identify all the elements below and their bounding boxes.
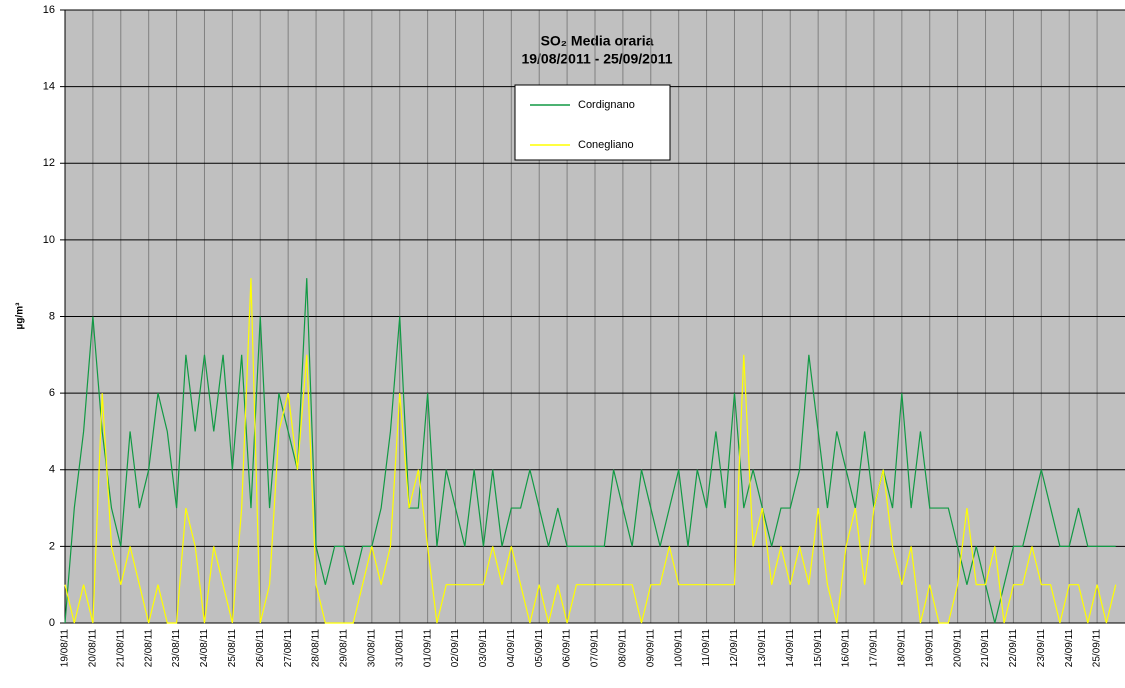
x-tick-label: 08/09/11	[618, 629, 629, 668]
x-tick-label: 27/08/11	[283, 629, 294, 668]
x-tick-label: 25/09/11	[1092, 629, 1103, 668]
y-tick-label: 14	[43, 81, 55, 93]
x-tick-label: 17/09/11	[869, 629, 880, 668]
series-line	[64, 278, 1116, 624]
series-line	[64, 278, 1117, 624]
x-tick-label: 22/09/11	[1008, 629, 1019, 668]
x-tick-label: 21/08/11	[115, 629, 126, 668]
x-tick-label: 09/09/11	[645, 629, 656, 668]
legend-label: Cordignano	[578, 99, 635, 111]
y-tick-label: 6	[49, 387, 55, 399]
x-tick-label: 22/08/11	[143, 629, 154, 668]
x-tick-label: 21/09/11	[980, 629, 991, 668]
x-tick-label: 23/08/11	[171, 629, 182, 668]
x-tick-label: 16/09/11	[841, 629, 852, 668]
x-tick-label: 31/08/11	[394, 629, 405, 668]
x-tick-label: 13/09/11	[757, 629, 768, 668]
y-tick-label: 16	[43, 4, 55, 16]
x-tick-label: 01/09/11	[422, 629, 433, 668]
x-tick-label: 10/09/11	[673, 629, 684, 668]
y-tick-label: 8	[49, 310, 55, 322]
x-tick-label: 15/09/11	[813, 629, 824, 668]
x-tick-label: 24/08/11	[199, 629, 210, 668]
x-tick-label: 06/09/11	[562, 629, 573, 668]
x-tick-label: 11/09/11	[701, 629, 712, 667]
x-tick-label: 05/09/11	[534, 629, 545, 668]
x-tick-label: 18/09/11	[896, 629, 907, 668]
x-tick-label: 14/09/11	[785, 629, 796, 668]
x-tick-label: 25/08/11	[227, 629, 238, 668]
y-axis-label: µg/m³	[15, 302, 26, 330]
x-tick-label: 28/08/11	[311, 629, 322, 668]
x-tick-label: 04/09/11	[506, 629, 517, 668]
x-tick-label: 03/09/11	[478, 629, 489, 668]
x-tick-label: 24/09/11	[1064, 629, 1075, 668]
x-tick-label: 19/09/11	[924, 629, 935, 668]
x-tick-label: 12/09/11	[729, 629, 740, 668]
x-tick-label: 20/08/11	[88, 629, 99, 668]
x-tick-label: 02/09/11	[450, 629, 461, 668]
y-tick-label: 2	[49, 540, 55, 552]
y-tick-label: 12	[43, 157, 55, 169]
chart-subtitle: 19/08/2011 - 25/09/2011	[521, 51, 672, 67]
y-tick-label: 10	[43, 234, 55, 246]
x-tick-label: 26/08/11	[255, 629, 266, 668]
legend-label: Conegliano	[578, 139, 634, 151]
chart-title: SO₂ Media oraria	[541, 33, 654, 49]
y-tick-label: 0	[49, 617, 55, 629]
x-tick-label: 30/08/11	[366, 629, 377, 668]
x-tick-label: 29/08/11	[339, 629, 350, 668]
x-tick-label: 23/09/11	[1036, 629, 1047, 668]
x-tick-label: 07/09/11	[590, 629, 601, 668]
x-tick-label: 20/09/11	[952, 629, 963, 668]
x-tick-label: 19/08/11	[60, 629, 71, 668]
legend-box	[514, 84, 671, 161]
y-tick-label: 4	[49, 464, 55, 476]
